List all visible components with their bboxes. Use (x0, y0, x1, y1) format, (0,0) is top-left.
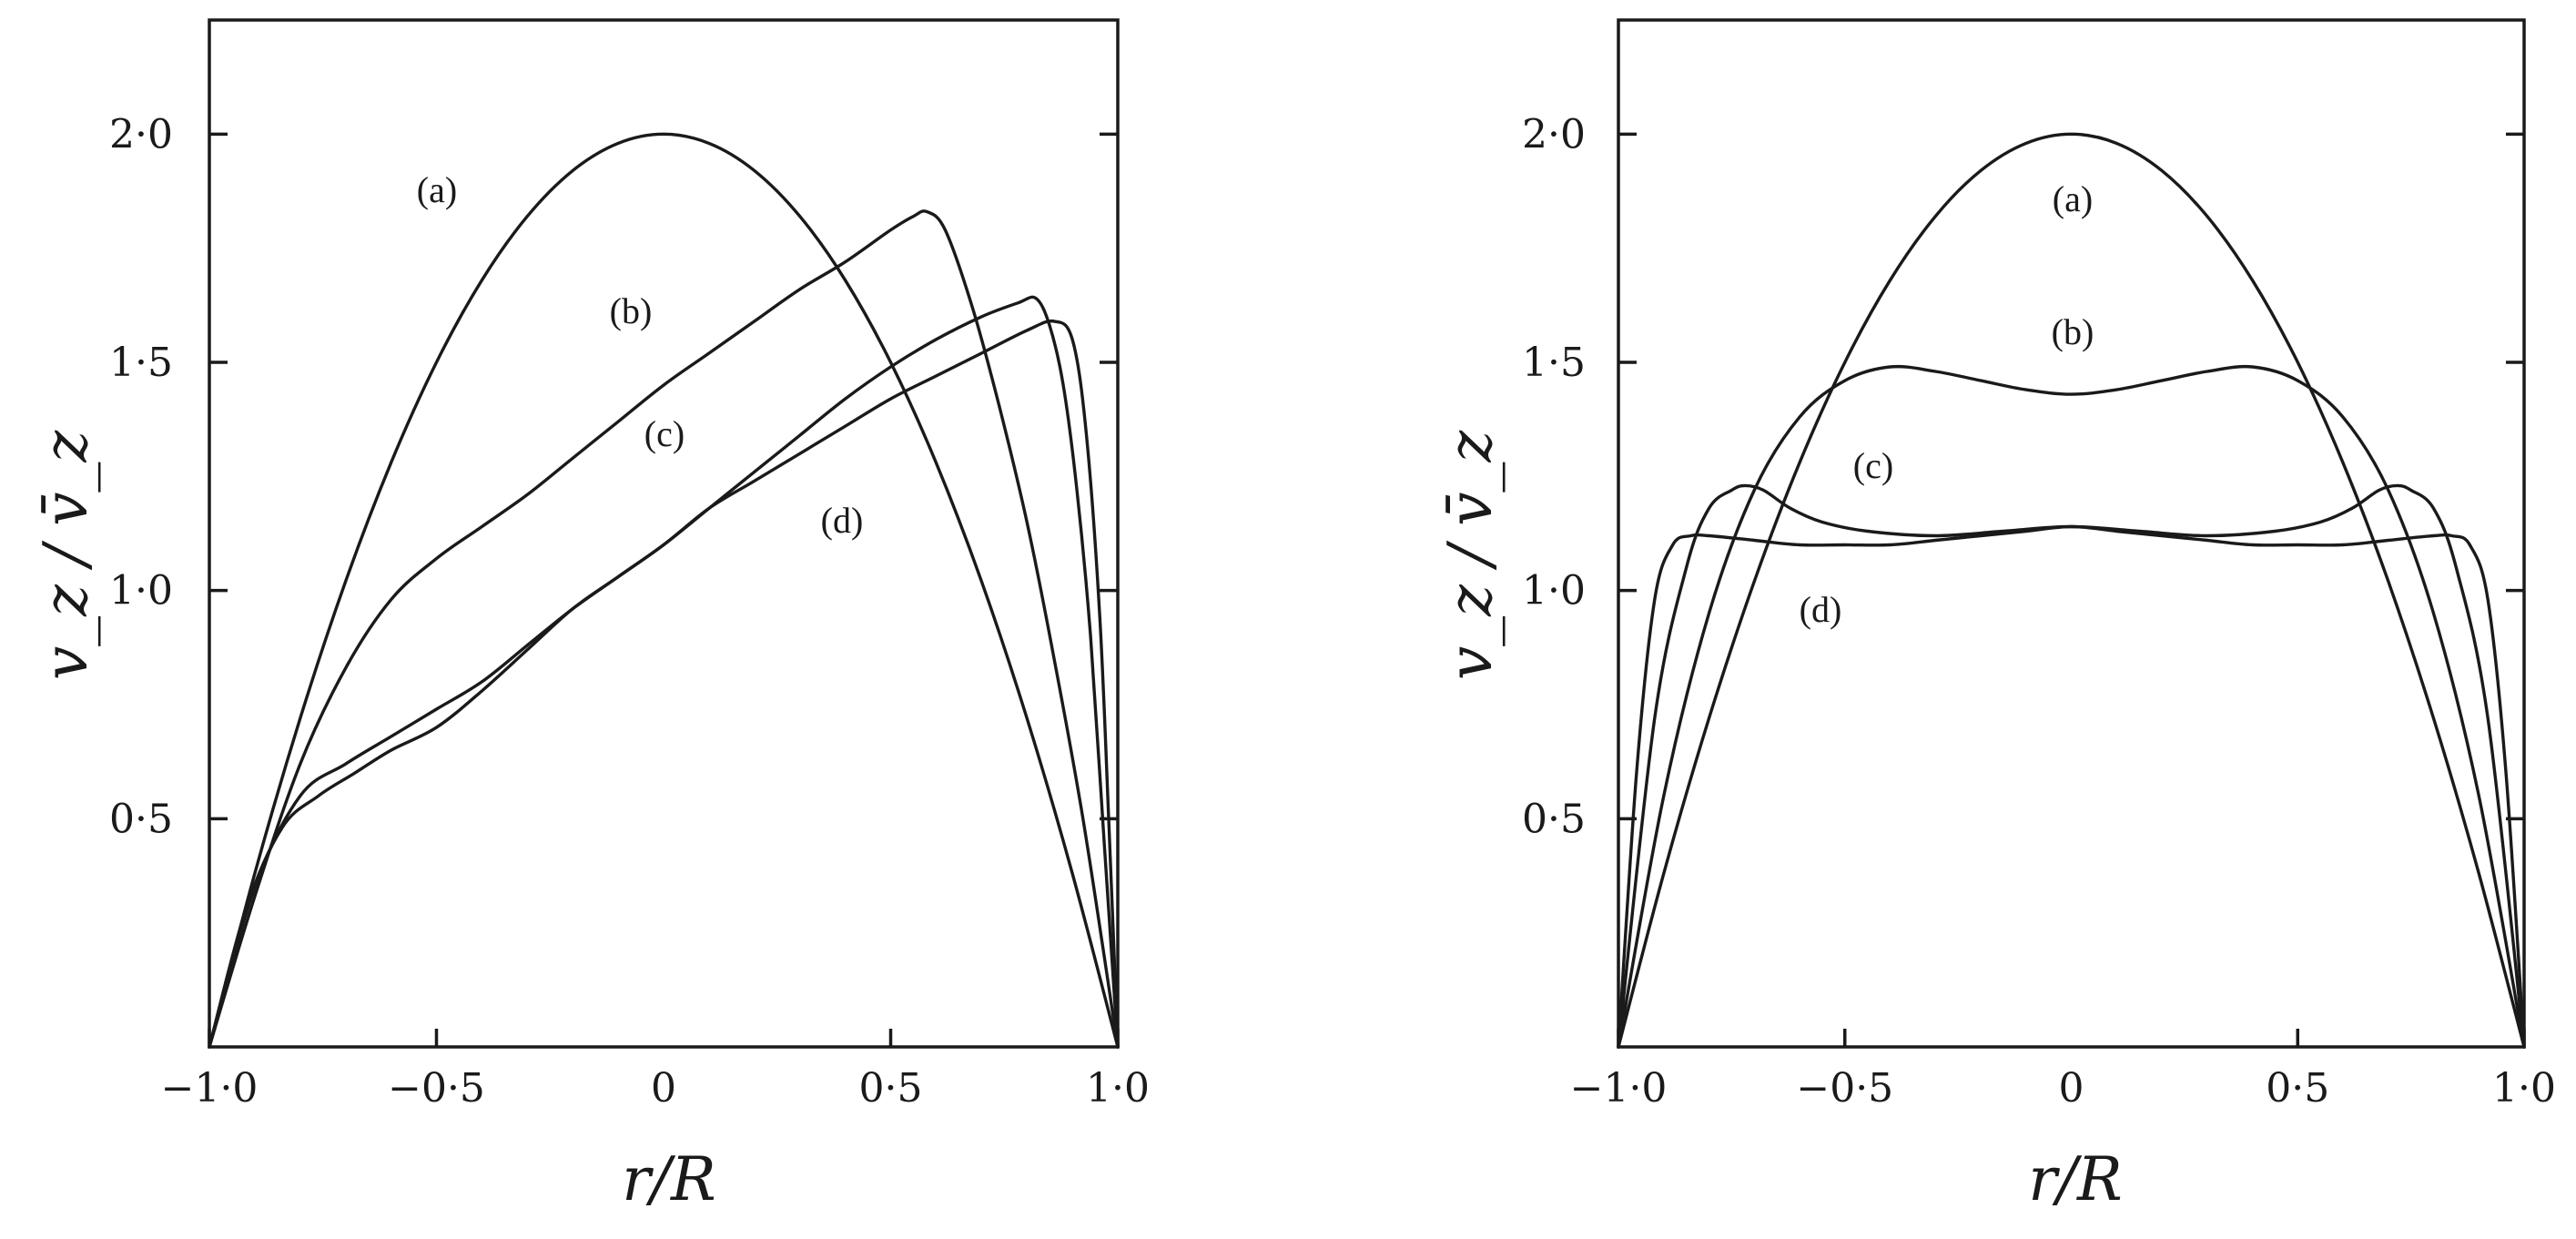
left-panel: 0·5 1·0 1·5 2·0 −1·0 −0·5 0·5 1·0 0 (a) (b) (c) (d) v… (31, 18, 1150, 1214)
left-x-axis-title: r/R (622, 1144, 715, 1214)
right-x-axis-title: r/R (2028, 1144, 2122, 1214)
right-plot-frame (1617, 18, 2526, 1049)
right-ytick-label: 0·5 (1522, 796, 1586, 842)
right-curve-label-c: (c) (1853, 445, 1893, 486)
right-curve-d (1617, 524, 2526, 1049)
right-xtick-label: −1·0 (1570, 1065, 1668, 1112)
right-curve-a (1617, 132, 2526, 1049)
left-curve-label-d: (d) (821, 500, 864, 541)
left-ytick-label: 1·5 (109, 340, 173, 386)
right-curve-b (1617, 364, 2526, 1049)
left-y-axis-title: v_z / v̄_z (31, 430, 101, 681)
right-panel: 0·5 1·0 1·5 2·0 −1·0 −0·5 0·5 1·0 0 (a) (b) (c) (d) v… (1435, 18, 2556, 1214)
left-xtick-label-origin: 0 (651, 1065, 676, 1112)
right-curve-label-a: (a) (2053, 178, 2093, 219)
right-curve-label-b: (b) (2052, 311, 2094, 352)
left-curve-d (208, 319, 1120, 1049)
left-plot-frame (208, 18, 1120, 1049)
left-ytick-label: 2·0 (109, 111, 173, 157)
left-xtick-label: 0·5 (859, 1065, 923, 1112)
right-ytick-label: 1·5 (1522, 340, 1586, 386)
left-ytick-label: 0·5 (109, 796, 173, 842)
right-ytick-label: 2·0 (1522, 111, 1586, 157)
right-xtick-label-origin: 0 (2059, 1065, 2084, 1112)
left-curve-c (208, 295, 1120, 1049)
right-curve-label-d: (d) (1800, 589, 1842, 630)
left-curve-b (208, 209, 1120, 1049)
left-curve-label-c: (c) (644, 413, 685, 454)
right-xtick-label: −0·5 (1796, 1065, 1893, 1112)
left-xtick-label: −0·5 (388, 1065, 485, 1112)
right-y-axis-title: v_z / v̄_z (1435, 430, 1506, 681)
left-xtick-label: −1·0 (161, 1065, 259, 1112)
left-curve-label-b: (b) (610, 290, 653, 331)
left-ytick-label: 1·0 (109, 568, 173, 614)
left-xtick-label: 1·0 (1086, 1065, 1150, 1112)
left-curve-a (208, 132, 1120, 1049)
right-xtick-label: 1·0 (2492, 1065, 2556, 1112)
right-ytick-label: 1·0 (1522, 568, 1586, 614)
left-curve-label-a: (a) (417, 169, 457, 210)
right-xtick-label: 0·5 (2266, 1065, 2329, 1112)
